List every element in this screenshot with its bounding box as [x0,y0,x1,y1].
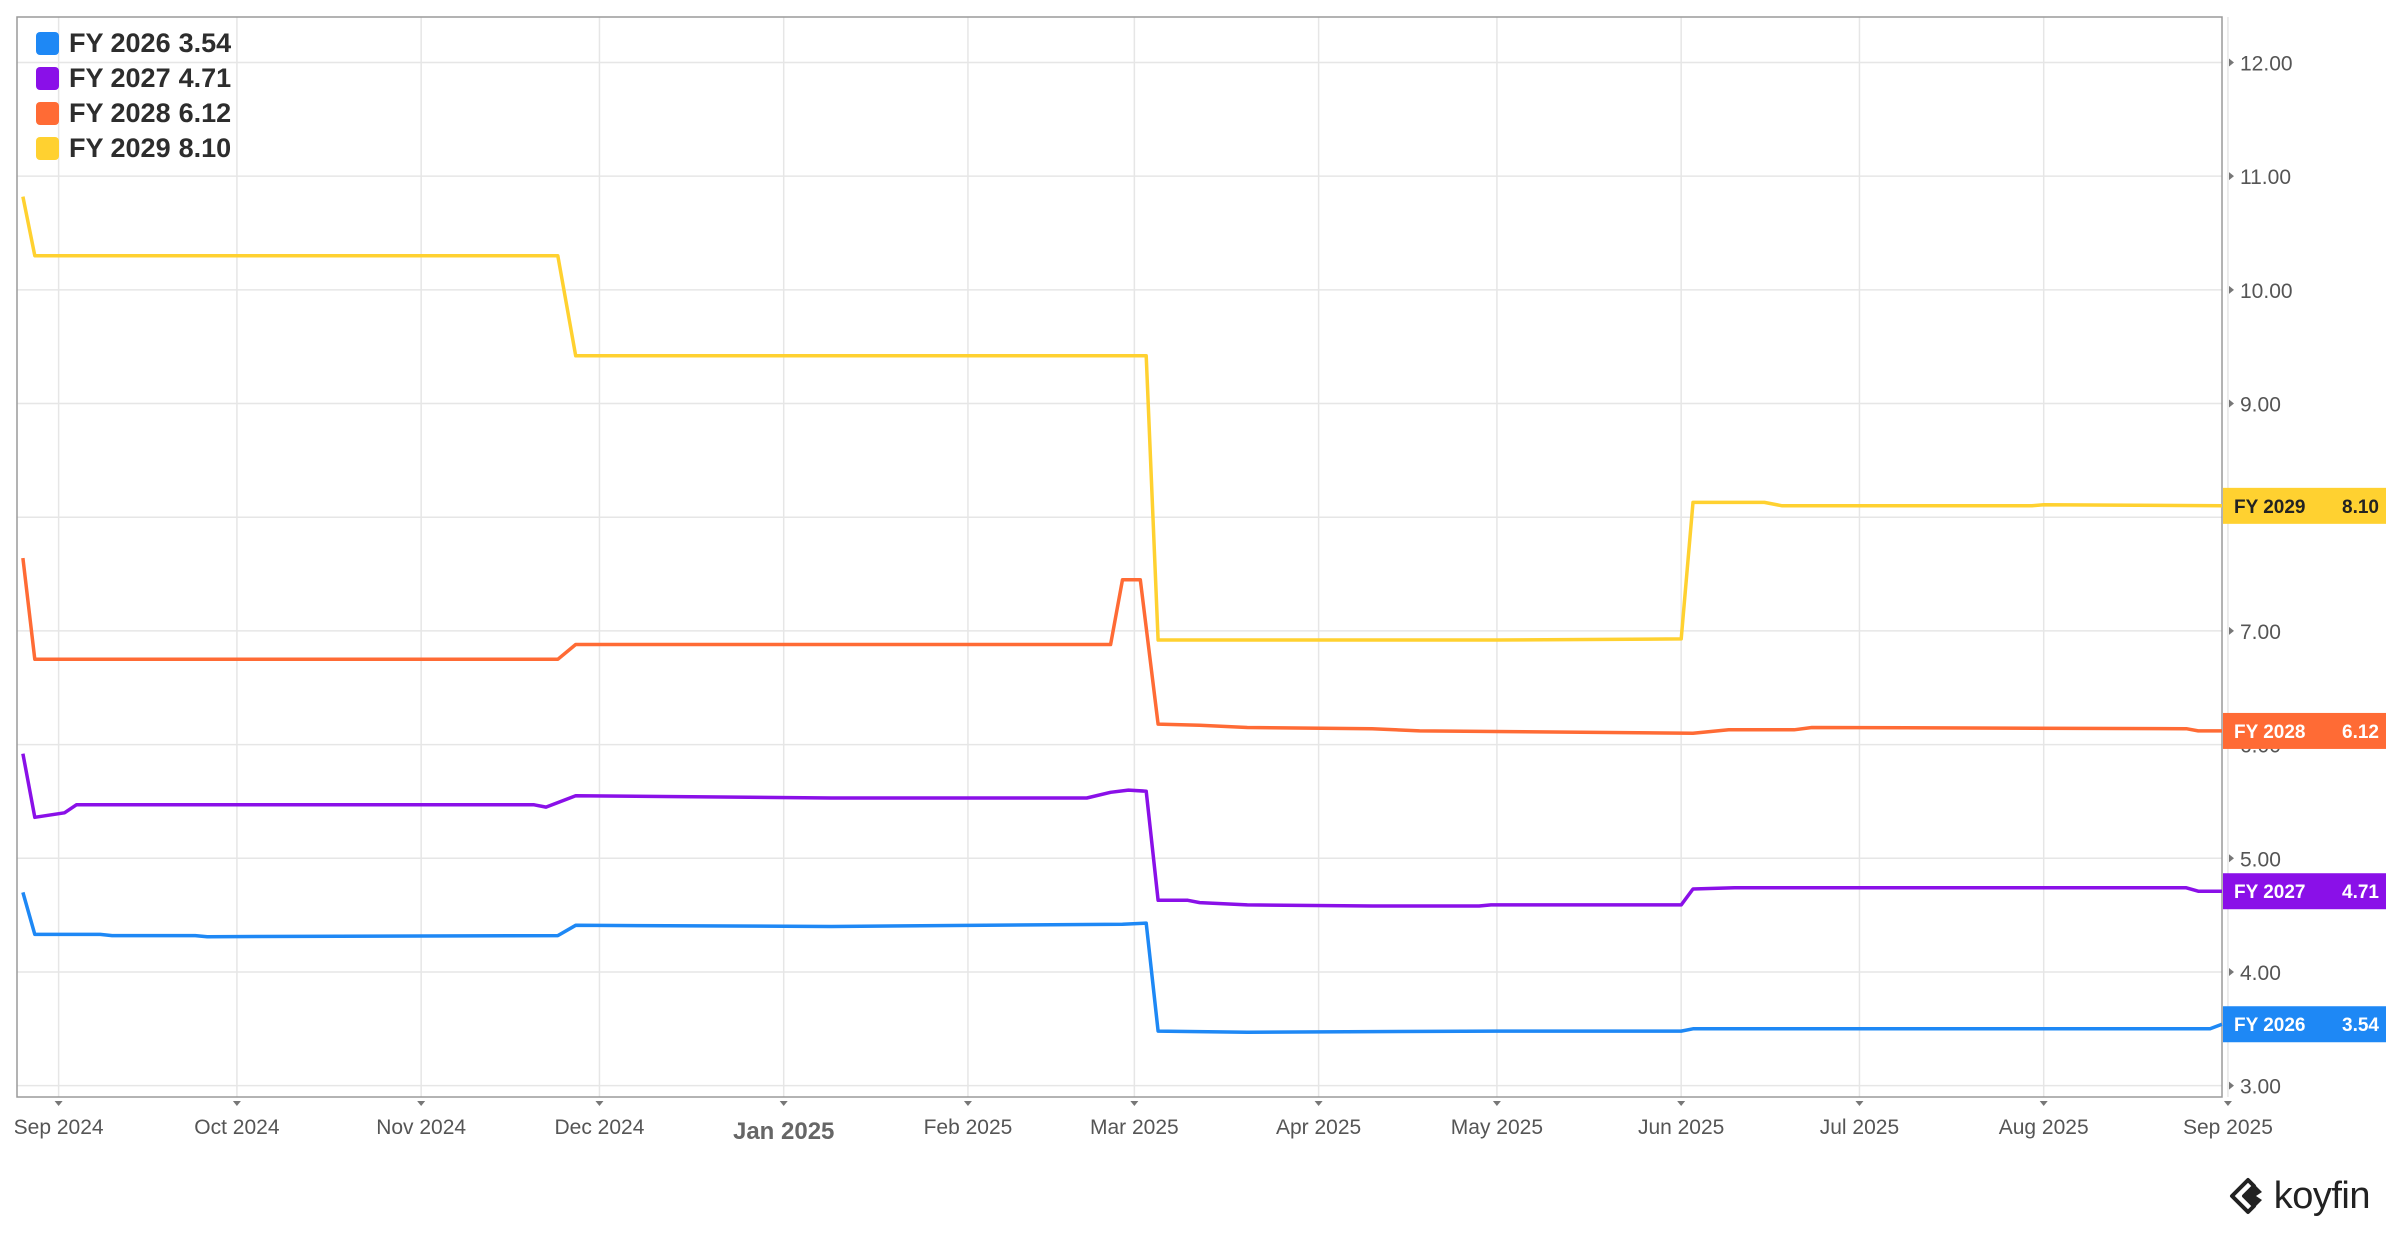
x-tick-mark [779,1101,788,1106]
legend-series-name: FY 2027 [69,63,171,93]
y-tick-mark [2229,399,2234,408]
legend-item-fy2028[interactable]: FY 2028 6.12 [36,96,231,131]
koyfin-logo-icon [2229,1178,2262,1214]
brand-logo[interactable]: koyfin [2228,1174,2371,1218]
legend-series-value: 6.12 [178,98,232,128]
x-tick-label: Aug 2025 [1999,1116,2089,1139]
y-tick-mark [2229,172,2234,181]
end-label-name: FY 2027 [2234,882,2305,903]
y-tick-mark [2229,626,2234,635]
legend-series-name: FY 2026 [69,28,171,58]
legend-swatch [36,102,59,125]
legend-series-value: 4.71 [178,63,232,93]
end-label-fy2026: FY 2026 3.54 [2223,1006,2386,1043]
y-tick-label: 10.00 [2240,280,2293,303]
end-label-name: FY 2026 [2234,1015,2305,1036]
x-tick-label: Apr 2025 [1276,1116,1361,1139]
end-label-fy2029: FY 2029 8.10 [2223,487,2386,524]
x-tick-label: Jun 2025 [1638,1116,1724,1139]
legend-item-fy2026[interactable]: FY 2026 3.54 [36,26,231,61]
legend-series-name: FY 2028 [69,98,171,128]
x-tick-label: Mar 2025 [1090,1116,1179,1139]
series-line-fy2026[interactable] [21,891,2223,1034]
y-tick-mark [2229,854,2234,863]
grid-lines [17,17,2229,1097]
series-lines [21,196,2223,1034]
x-axis: Sep 2024 Oct 2024 Nov 2024 Dec 2024 Jan 2025… [0,1101,2273,1147]
end-label-box [2223,1006,2386,1043]
legend-series-name: FY 2029 [69,133,171,163]
legend-item-fy2027[interactable]: FY 2027 4.71 [36,61,231,96]
y-tick-mark [2229,967,2234,976]
y-tick-label: 3.00 [2240,1076,2281,1099]
end-label-box [2223,712,2386,749]
end-label-value: 6.12 [2342,722,2379,743]
legend-series-value: 8.10 [178,133,232,163]
y-tick-label: 7.00 [2240,621,2281,644]
series-line-fy2029[interactable] [21,196,2223,642]
axis-edge-mask [0,1107,15,1147]
x-tick-mark [1677,1101,1686,1106]
x-tick-label: Oct 2024 [194,1116,280,1139]
legend-swatch [36,67,59,90]
y-tick-mark [2229,285,2234,294]
end-label-name: FY 2028 [2234,722,2305,743]
x-tick-label: Jan 2025 [733,1118,834,1145]
plot-frame [16,16,2223,1098]
x-tick-mark [595,1101,604,1106]
y-tick-label: 9.00 [2240,394,2281,417]
x-tick-mark [417,1101,426,1106]
end-label-box [2223,487,2386,524]
y-tick-mark [2229,58,2234,67]
legend: FY 2026 3.54 FY 2027 4.71 FY 2028 6.12 FY 2… [36,26,231,166]
end-label-value: 8.10 [2342,497,2379,518]
x-tick-mark [963,1101,972,1106]
y-tick-label: 12.00 [2240,52,2293,75]
x-tick-mark [1855,1101,1864,1106]
legend-item-fy2029[interactable]: FY 2029 8.10 [36,131,231,166]
x-tick-label: May 2025 [1451,1116,1543,1139]
y-tick-label: 11.00 [2240,166,2291,189]
x-tick-label: Sep 2025 [2183,1116,2273,1139]
series-line-fy2027[interactable] [21,753,2222,908]
x-tick-label: Dec 2024 [554,1116,644,1139]
logo-text: koyfin [2273,1174,2371,1217]
end-label-fy2028: FY 2028 6.12 [2223,712,2386,749]
x-tick-mark [2223,1101,2232,1106]
x-tick-mark [54,1101,63,1106]
x-tick-label: Sep 2024 [14,1116,104,1139]
end-label-name: FY 2029 [2234,497,2305,518]
y-tick-label: 5.00 [2240,848,2281,871]
legend-series-value: 3.54 [178,28,232,58]
y-tick-label: 4.00 [2240,962,2281,985]
legend-swatch [36,137,59,160]
x-tick-mark [2039,1101,2048,1106]
end-value-labels: FY 2026 3.54 FY 2027 4.71 FY 2028 6.12 FY 2029… [2223,487,2386,1043]
end-label-value: 3.54 [2342,1015,2379,1036]
end-label-box [2223,873,2386,910]
end-label-fy2027: FY 2027 4.71 [2223,873,2386,910]
y-tick-mark [2229,1081,2234,1090]
series-line-fy2028[interactable] [21,557,2222,735]
x-tick-label: Feb 2025 [924,1116,1013,1139]
x-tick-mark [1492,1101,1501,1106]
legend-swatch [36,32,59,55]
x-tick-mark [1314,1101,1323,1106]
x-tick-label: Nov 2024 [376,1116,466,1139]
end-label-value: 4.71 [2342,882,2379,903]
x-tick-mark [232,1101,241,1106]
x-tick-mark [1130,1101,1139,1106]
x-tick-label: Jul 2025 [1820,1116,1899,1139]
